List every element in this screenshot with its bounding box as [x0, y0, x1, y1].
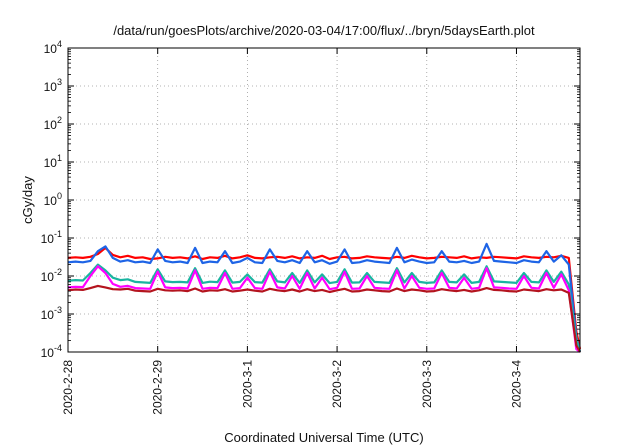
y-axis-ticks: 10-4 10-3 10-2 10-1 100 101 102 103 104 [41, 39, 580, 360]
series-line-1 [67, 246, 582, 350]
y-axis-label: cGy/day [20, 176, 35, 224]
y-tick-label: 101 [44, 153, 62, 170]
y-tick-label: 100 [44, 191, 62, 208]
chart-title: /data/run/goesPlots/archive/2020-03-04/1… [113, 23, 535, 38]
y-tick-label: 104 [44, 39, 62, 56]
y-tick-label: 10-4 [41, 343, 62, 360]
x-tick-label: 2020-2-29 [151, 360, 165, 415]
series-line-5 [67, 284, 581, 353]
series-group [67, 242, 582, 353]
series-line-3 [67, 263, 582, 353]
x-axis-ticks: 2020-2-28 2020-2-29 2020-3-1 2020-3-2 2020-3… [61, 48, 523, 415]
y-tick-label: 103 [44, 77, 62, 94]
y-tick-label: 10-1 [41, 229, 62, 246]
y-tick-label: 10-2 [41, 267, 62, 284]
x-tick-label: 2020-3-4 [509, 360, 523, 408]
series-line-4 [67, 265, 581, 353]
y-tick-label: 102 [44, 115, 62, 132]
x-axis-label: Coordinated Universal Time (UTC) [224, 430, 423, 445]
y-tick-label: 10-3 [41, 305, 62, 322]
x-tick-label: 2020-2-28 [61, 360, 75, 415]
series-line-2 [67, 242, 582, 353]
x-tick-label: 2020-3-1 [240, 360, 254, 408]
x-tick-label: 2020-3-2 [330, 360, 344, 408]
x-tick-label: 2020-3-3 [420, 360, 434, 408]
